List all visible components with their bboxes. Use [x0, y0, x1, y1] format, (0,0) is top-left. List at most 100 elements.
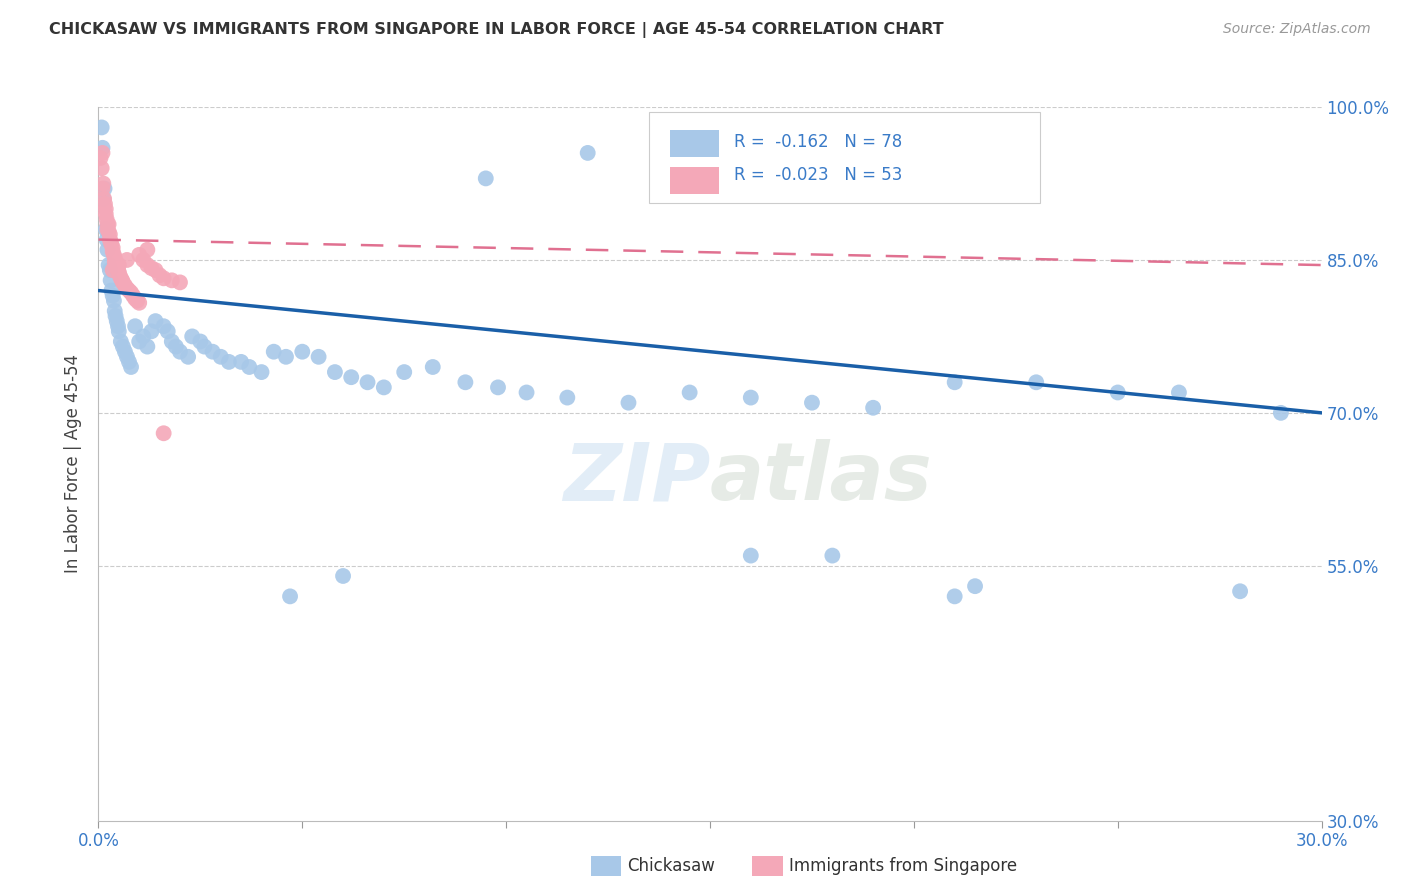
Point [93, 181, 115, 195]
Point [98, 263, 121, 277]
Point [821, 549, 844, 563]
Text: Immigrants from Singapore: Immigrants from Singapore [789, 857, 1017, 875]
Point [340, 370, 363, 384]
Point [740, 549, 762, 563]
Point [308, 350, 330, 364]
Point [91, 141, 114, 155]
Point [1167, 385, 1189, 400]
Point [152, 271, 174, 285]
Point [101, 263, 124, 277]
Point [124, 292, 146, 306]
Point [152, 426, 174, 441]
Point [91, 145, 114, 160]
Point [96, 233, 118, 247]
Point [118, 284, 141, 298]
Point [209, 350, 232, 364]
Point [122, 288, 145, 302]
Point [943, 590, 966, 604]
Point [114, 344, 136, 359]
Text: atlas: atlas [710, 439, 932, 517]
Point [110, 334, 132, 349]
Point [90, 161, 112, 176]
Point [104, 258, 127, 272]
Point [96, 243, 118, 257]
Point [104, 309, 127, 323]
Text: R =  -0.023   N = 53: R = -0.023 N = 53 [734, 166, 903, 184]
Point [101, 288, 124, 302]
Point [98, 227, 121, 242]
Point [392, 365, 416, 379]
Point [97, 224, 120, 238]
Point [679, 385, 702, 400]
Point [111, 276, 134, 290]
Point [169, 344, 191, 359]
Point [149, 268, 172, 283]
Point [1107, 385, 1129, 400]
Point [97, 258, 120, 272]
Point [108, 258, 131, 272]
Point [965, 579, 987, 593]
Point [94, 197, 117, 211]
Point [177, 350, 200, 364]
Point [96, 217, 118, 231]
Point [91, 192, 114, 206]
Point [100, 284, 122, 298]
Point [145, 263, 167, 277]
Point [115, 350, 138, 364]
Point [181, 329, 204, 343]
Point [152, 319, 174, 334]
Point [90, 120, 112, 135]
Point [1270, 406, 1292, 420]
Point [454, 376, 477, 390]
Point [165, 340, 187, 354]
Point [105, 261, 128, 276]
Point [557, 391, 579, 405]
Text: CHICKASAW VS IMMIGRANTS FROM SINGAPORE IN LABOR FORCE | AGE 45-54 CORRELATION CH: CHICKASAW VS IMMIGRANTS FROM SINGAPORE I… [49, 22, 943, 38]
Point [263, 344, 285, 359]
Point [231, 355, 253, 369]
Point [128, 248, 150, 262]
Point [136, 243, 159, 257]
Point [136, 258, 159, 272]
Point [145, 314, 167, 328]
Point [323, 365, 346, 379]
Point [274, 350, 297, 364]
Point [91, 181, 114, 195]
Y-axis label: In Labor Force | Age 45-54: In Labor Force | Age 45-54 [65, 354, 83, 574]
Point [136, 340, 159, 354]
Point [141, 324, 163, 338]
Point [94, 222, 117, 236]
Point [132, 252, 155, 267]
Point [91, 177, 114, 191]
Point [94, 202, 117, 216]
Text: ZIP: ZIP [562, 439, 710, 517]
Point [156, 324, 179, 338]
Point [1025, 376, 1047, 390]
Point [169, 276, 191, 290]
Point [124, 319, 146, 334]
Point [108, 265, 131, 279]
Point [474, 171, 498, 186]
Point [193, 340, 215, 354]
Point [943, 376, 966, 390]
FancyBboxPatch shape [669, 167, 718, 194]
Text: R =  -0.162   N = 78: R = -0.162 N = 78 [734, 134, 903, 152]
Point [107, 263, 129, 277]
Point [100, 273, 122, 287]
Point [115, 252, 138, 267]
Point [422, 359, 444, 374]
Point [100, 237, 122, 252]
Point [105, 314, 128, 328]
Point [250, 365, 273, 379]
Text: Source: ZipAtlas.com: Source: ZipAtlas.com [1223, 22, 1371, 37]
Point [238, 359, 260, 374]
Point [188, 334, 212, 349]
Point [97, 217, 120, 231]
Point [89, 151, 111, 165]
Point [104, 251, 127, 265]
Point [801, 395, 824, 409]
Point [160, 334, 183, 349]
Point [103, 293, 125, 308]
Point [96, 212, 118, 227]
Point [486, 380, 509, 394]
